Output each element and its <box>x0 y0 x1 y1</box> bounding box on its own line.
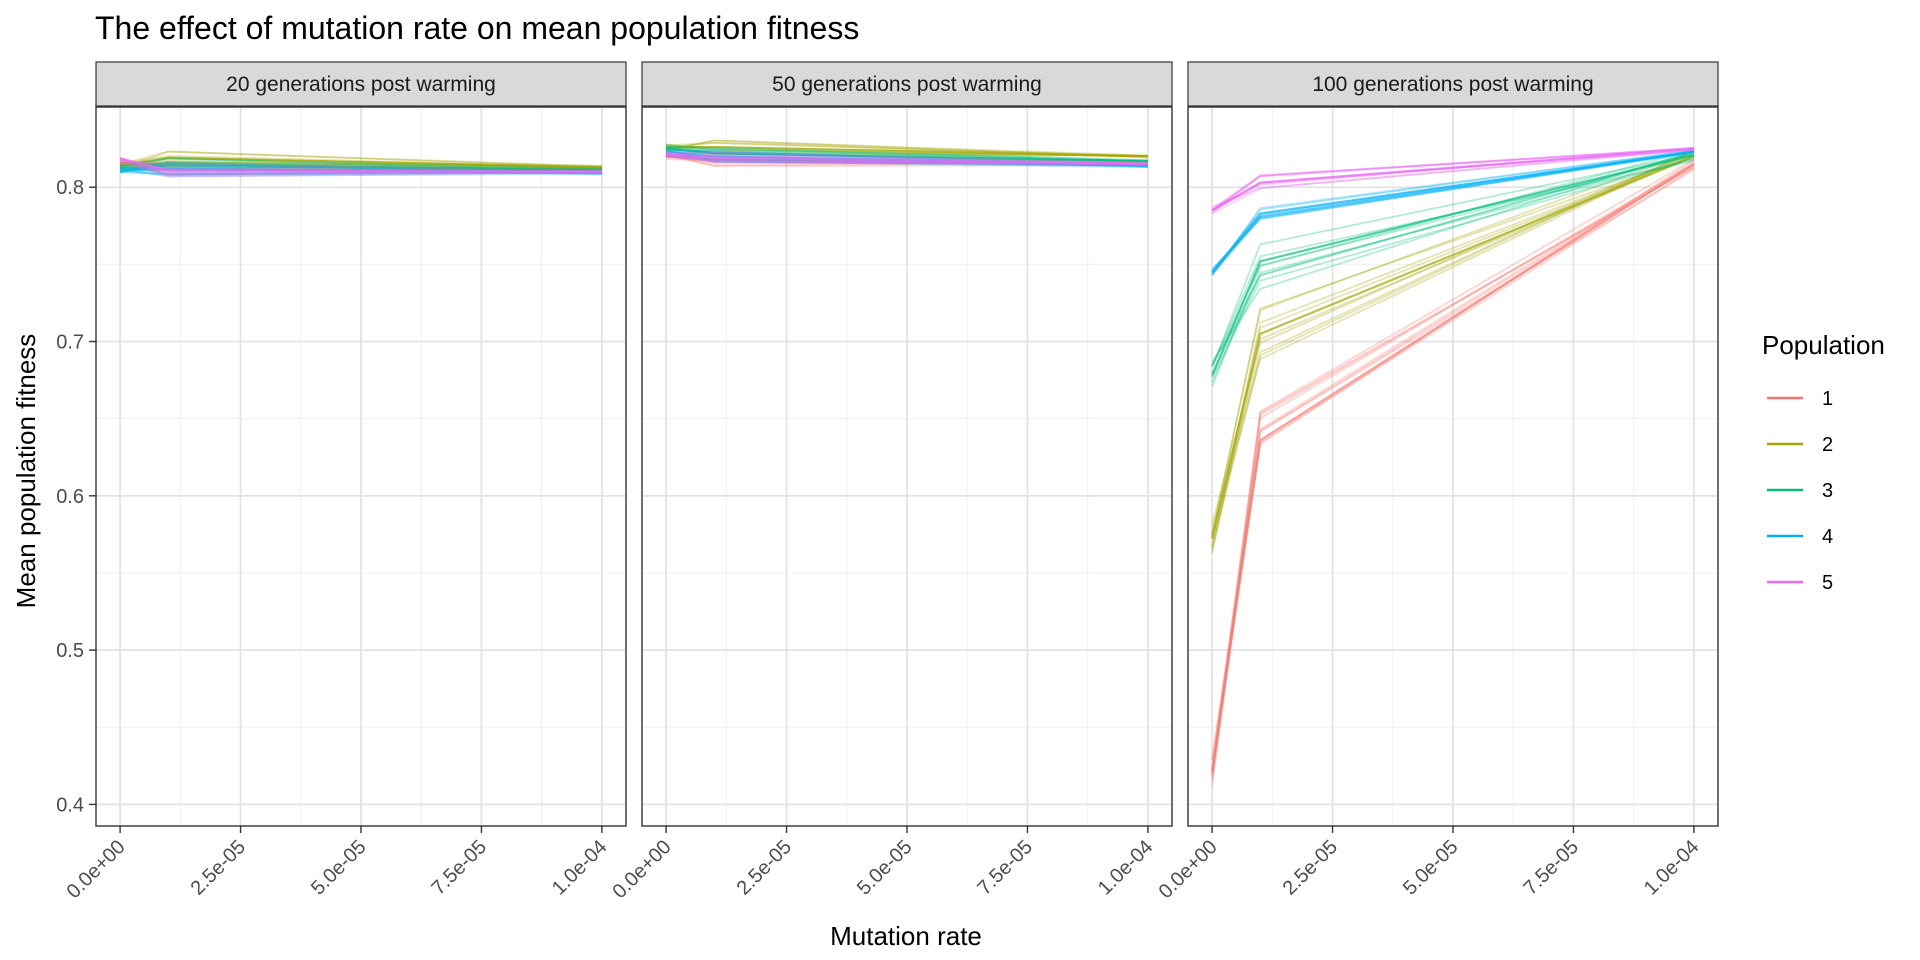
facet-panels: 20 generations post warming 0.0e+00 2.5e-0… <box>56 61 1719 903</box>
facet-panel: 100 generations post warming 0.0e+00 2.5e-… <box>1155 61 1719 903</box>
series-line <box>1211 163 1695 774</box>
replicate-line <box>1211 164 1695 761</box>
replicate-line <box>666 154 1148 165</box>
facet-strip <box>641 61 1173 107</box>
replicate-line <box>666 141 1148 158</box>
replicate-line <box>665 154 1148 166</box>
legend-entry: 3 <box>1767 480 1833 502</box>
replicate-line <box>1211 148 1695 388</box>
facet-strip <box>1187 61 1719 107</box>
replicate-line <box>119 168 602 178</box>
replicate-line <box>666 145 1148 162</box>
x-tick-label: 7.5e-05 <box>1519 836 1583 900</box>
legend-label: 2 <box>1822 434 1833 456</box>
series-line <box>665 147 1148 163</box>
x-tick-label: 2.5e-05 <box>187 836 251 900</box>
legend-label: 3 <box>1822 480 1833 502</box>
chart-title: The effect of mutation rate on mean popu… <box>95 10 859 46</box>
series-line <box>1211 153 1695 376</box>
x-tick-label: 5.0e-05 <box>853 836 917 900</box>
x-tick-label: 5.0e-05 <box>1399 836 1463 900</box>
replicate-line <box>666 151 1148 165</box>
series-line <box>665 152 1148 166</box>
legend-entry: 2 <box>1767 434 1833 456</box>
x-tick-label: 0.0e+00 <box>63 836 130 903</box>
legend-label: 4 <box>1822 526 1833 548</box>
x-tick-label: 0.0e+00 <box>609 836 676 903</box>
facet-strip-label: 50 generations post warming <box>772 73 1042 96</box>
legend: Population 1 2 3 4 5 <box>1762 330 1885 594</box>
x-tick-label: 0.0e+00 <box>1155 836 1222 903</box>
replicate-line <box>1211 151 1695 374</box>
replicate-line <box>1211 151 1695 273</box>
replicate-line <box>1211 153 1695 368</box>
y-axis-title: Mean population fitness <box>11 334 41 609</box>
x-tick-label: 1.0e-04 <box>1094 836 1158 900</box>
replicate-line <box>119 157 602 170</box>
replicate-line <box>665 152 1148 166</box>
replicate-line <box>665 154 1148 168</box>
x-tick-label: 1.0e-04 <box>548 836 612 900</box>
replicate-line <box>1211 158 1695 379</box>
legend-entry: 5 <box>1767 572 1833 594</box>
replicate-line <box>119 150 602 168</box>
legend-entry: 4 <box>1767 526 1833 548</box>
facet-panel: 20 generations post warming 0.0e+00 2.5e-0… <box>56 61 627 903</box>
replicate-line <box>1211 148 1694 215</box>
replicate-line <box>120 169 602 176</box>
legend-entry: 1 <box>1767 388 1833 410</box>
replicate-line <box>1211 149 1695 536</box>
y-tick-label: 0.6 <box>56 486 84 508</box>
replicate-line <box>1211 166 1695 770</box>
replicate-line <box>1211 149 1695 547</box>
replicate-line <box>1211 151 1695 276</box>
replicate-line <box>1211 155 1695 536</box>
facet-strip-label: 100 generations post warming <box>1312 73 1593 96</box>
series-line <box>1211 147 1694 212</box>
x-tick-label: 2.5e-05 <box>1279 836 1343 900</box>
y-tick-label: 0.5 <box>56 640 84 662</box>
y-tick-label: 0.8 <box>56 177 84 199</box>
legend-label: 1 <box>1822 388 1833 410</box>
replicate-line <box>1211 150 1695 538</box>
legend-title: Population <box>1762 330 1885 360</box>
series-line <box>119 158 602 173</box>
x-tick-label: 2.5e-05 <box>733 836 797 900</box>
replicate-line <box>1211 157 1695 383</box>
x-axis-title: Mutation rate <box>830 921 982 951</box>
y-tick-label: 0.7 <box>56 332 84 354</box>
facet-panel: 50 generations post warming 0.0e+00 2.5e-0… <box>609 61 1173 903</box>
replicate-line <box>1211 146 1694 210</box>
series-line <box>666 146 1148 158</box>
series-line <box>120 164 602 172</box>
replicate-line <box>1211 154 1695 367</box>
replicate-line <box>120 171 602 176</box>
legend-label: 5 <box>1822 572 1833 594</box>
replicate-line <box>1211 159 1695 367</box>
replicate-line <box>666 143 1148 162</box>
replicate-line <box>119 160 602 170</box>
y-tick-label: 0.4 <box>56 794 84 816</box>
x-tick-label: 7.5e-05 <box>427 836 491 900</box>
x-tick-label: 7.5e-05 <box>973 836 1037 900</box>
replicate-line <box>1211 155 1695 552</box>
x-tick-label: 5.0e-05 <box>307 836 371 900</box>
x-tick-label: 1.0e-04 <box>1640 836 1704 900</box>
facet-strip <box>95 61 627 107</box>
replicate-line <box>1211 147 1694 211</box>
series-line <box>1211 150 1695 273</box>
replicate-line <box>1211 147 1694 212</box>
facet-strip-label: 20 generations post warming <box>226 73 496 96</box>
series-line <box>1211 155 1695 540</box>
replicate-line <box>1211 154 1695 554</box>
